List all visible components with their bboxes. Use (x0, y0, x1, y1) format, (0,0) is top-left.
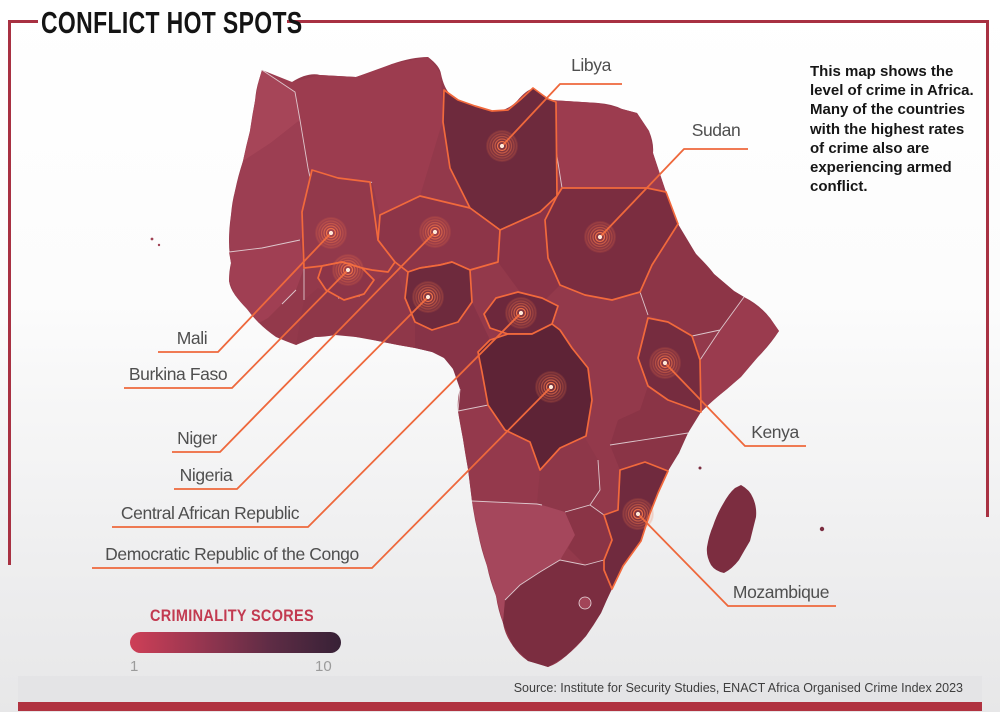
island-dot (157, 243, 161, 247)
country-angola (458, 405, 540, 504)
hotspot-marker-mozambique (622, 498, 654, 530)
country-label-burkina-faso: Burkina Faso (129, 364, 227, 384)
hotspot-marker-nigeria (412, 281, 444, 313)
country-mozambique (603, 461, 669, 590)
frame-top-left-line (8, 20, 38, 23)
country-south-africa (503, 560, 612, 667)
country-label-mozambique: Mozambique (733, 582, 829, 602)
country-label-sudan: Sudan (692, 120, 741, 140)
source-band (18, 676, 982, 702)
country-madagascar (706, 485, 757, 573)
page-title: CONFLICT HOT SPOTS (41, 5, 303, 40)
island-dot (698, 466, 702, 470)
country-label-niger: Niger (177, 428, 217, 448)
country-senegal-guinea (229, 240, 304, 323)
leader-line-sudan (599, 148, 748, 238)
hotspot-marker-kenya (649, 347, 681, 379)
leader-line-burkina-faso (124, 269, 349, 389)
map-overlay: Libya Sudan Mali Burkina Faso Niger Nigeria Ce… (92, 55, 836, 607)
country-label-libya: Libya (571, 55, 612, 75)
country-sudan (544, 187, 679, 301)
country-lesotho (578, 596, 592, 610)
hotspot-marker-libya (486, 130, 518, 162)
legend-title: CRIMINALITY SCORES (150, 606, 315, 625)
island-dot (819, 526, 825, 532)
country-namibia-botswana (472, 501, 575, 623)
frame-left-line (8, 20, 11, 565)
country-label-mali: Mali (177, 328, 208, 348)
leader-line-democratic-republic-of-the-congo (92, 386, 552, 569)
country-chad (498, 188, 562, 300)
country-label-kenya: Kenya (751, 422, 799, 442)
country-algeria (262, 57, 443, 215)
country-libya (442, 87, 558, 231)
leader-line-niger (172, 231, 436, 453)
country-somalia (700, 297, 779, 412)
country-zimbabwe (565, 505, 612, 565)
legend-gradient-bar (130, 632, 341, 653)
country-label-democratic-republic-of-the-congo: Democratic Republic of the Congo (105, 544, 359, 564)
country-burkina-faso (317, 261, 375, 301)
country-morocco (243, 70, 300, 161)
leader-line-libya (501, 83, 622, 147)
hotspot-marker-central-african-republic (505, 297, 537, 329)
leader-line-mozambique (637, 513, 836, 607)
hotspot-marker-burkina-faso (332, 254, 364, 286)
source-text: Source: Institute for Security Studies, … (513, 681, 963, 695)
hotspot-marker-niger (419, 216, 451, 248)
country-drc (477, 323, 593, 471)
frame-top-right-line (287, 20, 989, 23)
leader-line-nigeria (174, 296, 429, 490)
country-mauritania (229, 120, 318, 252)
frame-right-line (986, 20, 989, 517)
country-cameroon-gabon (415, 302, 490, 411)
leader-line-central-african-republic (112, 312, 522, 528)
country-label-nigeria: Nigeria (180, 465, 233, 485)
intro-paragraph: This map shows the level of crime in Afr… (810, 63, 974, 196)
frame-bottom-bar (18, 702, 982, 711)
leader-line-kenya (664, 362, 806, 447)
hotspot-marker-democratic-republic-of-the-congo (535, 371, 567, 403)
hotspot-marker-mali (315, 217, 347, 249)
island-dot (150, 237, 154, 241)
country-label-central-african-republic: Central African Republic (121, 503, 300, 523)
leader-line-mali (158, 232, 332, 353)
country-tanzania (610, 386, 701, 471)
legend-min-label: 1 (130, 658, 139, 675)
country-egypt (550, 100, 666, 192)
hotspot-marker-sudan (584, 221, 616, 253)
legend-max-label: 10 (315, 658, 332, 675)
country-ethiopia (640, 224, 744, 336)
